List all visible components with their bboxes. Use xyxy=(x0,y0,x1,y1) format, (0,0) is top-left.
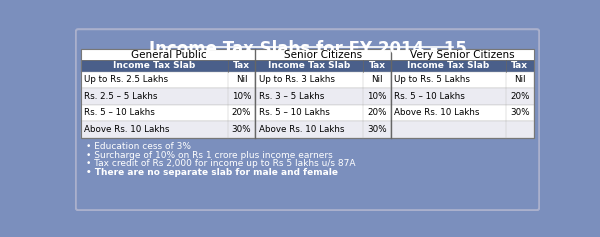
Text: Rs. 5 – 10 Lakhs: Rs. 5 – 10 Lakhs xyxy=(84,109,155,118)
Text: 30%: 30% xyxy=(232,125,251,134)
Bar xyxy=(256,88,391,105)
Bar xyxy=(256,121,391,138)
Text: Above Rs. 10 Lakhs: Above Rs. 10 Lakhs xyxy=(394,109,480,118)
Text: Up to Rs. 2.5 Lakhs: Up to Rs. 2.5 Lakhs xyxy=(84,75,169,84)
Bar xyxy=(81,88,256,105)
Text: Tax: Tax xyxy=(369,61,386,70)
Bar xyxy=(391,88,534,105)
Text: Income Tax Slabs for FY 2014 – 15: Income Tax Slabs for FY 2014 – 15 xyxy=(149,40,466,58)
Bar xyxy=(256,105,391,121)
Bar xyxy=(81,49,534,138)
FancyBboxPatch shape xyxy=(76,29,539,210)
Bar xyxy=(391,60,534,72)
Text: Nil: Nil xyxy=(514,75,526,84)
Bar xyxy=(81,72,256,88)
Text: Income Tax Slab: Income Tax Slab xyxy=(113,61,196,70)
Bar xyxy=(81,105,256,121)
Text: • Education cess of 3%: • Education cess of 3% xyxy=(86,142,191,151)
Bar xyxy=(256,49,391,60)
Text: Income Tax Slab: Income Tax Slab xyxy=(268,61,350,70)
Text: Tax: Tax xyxy=(511,61,529,70)
Text: Rs. 5 – 10 Lakhs: Rs. 5 – 10 Lakhs xyxy=(259,109,329,118)
Text: • Tax credit of Rs 2,000 for income up to Rs 5 lakhs u/s 87A: • Tax credit of Rs 2,000 for income up t… xyxy=(86,159,355,168)
Text: 10%: 10% xyxy=(232,92,251,101)
Bar xyxy=(391,72,534,88)
Text: 10%: 10% xyxy=(368,92,387,101)
Text: Nil: Nil xyxy=(236,75,247,84)
Bar xyxy=(256,60,391,72)
Bar xyxy=(391,105,534,121)
Bar xyxy=(391,121,534,138)
Text: 20%: 20% xyxy=(510,92,530,101)
Text: General Public: General Public xyxy=(131,50,206,60)
Bar xyxy=(391,49,534,60)
Text: Rs. 3 – 5 Lakhs: Rs. 3 – 5 Lakhs xyxy=(259,92,324,101)
Text: 20%: 20% xyxy=(368,109,387,118)
Text: Income Tax Slab: Income Tax Slab xyxy=(407,61,490,70)
Bar xyxy=(81,121,256,138)
Text: Rs. 2.5 – 5 Lakhs: Rs. 2.5 – 5 Lakhs xyxy=(84,92,158,101)
Text: 30%: 30% xyxy=(367,125,387,134)
Bar xyxy=(81,49,256,60)
Text: Up to Rs. 3 Lakhs: Up to Rs. 3 Lakhs xyxy=(259,75,335,84)
Text: 30%: 30% xyxy=(510,109,530,118)
Bar xyxy=(256,72,391,88)
Text: 20%: 20% xyxy=(232,109,251,118)
Text: Above Rs. 10 Lakhs: Above Rs. 10 Lakhs xyxy=(259,125,344,134)
Bar xyxy=(81,49,534,138)
Bar xyxy=(81,60,256,72)
Text: Up to Rs. 5 Lakhs: Up to Rs. 5 Lakhs xyxy=(394,75,470,84)
Text: Rs. 5 – 10 Lakhs: Rs. 5 – 10 Lakhs xyxy=(394,92,465,101)
Text: Above Rs. 10 Lakhs: Above Rs. 10 Lakhs xyxy=(84,125,170,134)
Text: • Surcharge of 10% on Rs 1 crore plus income earners: • Surcharge of 10% on Rs 1 crore plus in… xyxy=(86,151,332,160)
Text: Nil: Nil xyxy=(371,75,383,84)
Text: Senior Citizens: Senior Citizens xyxy=(284,50,362,60)
Text: • There are no separate slab for male and female: • There are no separate slab for male an… xyxy=(86,168,338,177)
Text: Tax: Tax xyxy=(233,61,250,70)
Text: Very Senior Citizens: Very Senior Citizens xyxy=(410,50,515,60)
